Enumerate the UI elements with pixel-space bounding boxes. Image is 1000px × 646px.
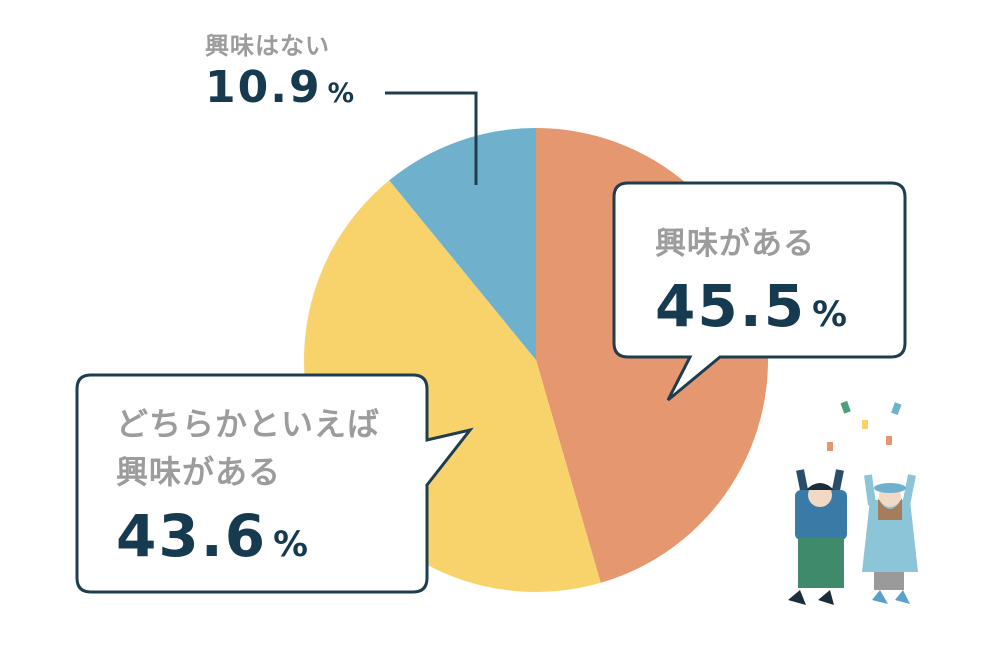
unit: % — [327, 78, 357, 109]
pie-slice — [389, 128, 536, 360]
value: 10.9 — [205, 62, 322, 113]
value-label: 10.9% — [205, 62, 356, 113]
value-label: 45.5% — [655, 272, 849, 340]
illustration — [788, 400, 918, 605]
value: 45.5 — [655, 272, 807, 340]
callout — [75, 373, 474, 594]
unit: % — [812, 295, 849, 335]
category-label: どちらかといえば興味がある — [116, 405, 381, 491]
category-label: 興味はない — [205, 32, 330, 60]
leader-line — [385, 91, 478, 185]
category-label: 興味がある — [655, 226, 815, 262]
unit: % — [273, 525, 310, 565]
value: 43.6 — [116, 502, 268, 570]
callout — [612, 181, 907, 402]
value-label: 43.6% — [116, 502, 310, 570]
